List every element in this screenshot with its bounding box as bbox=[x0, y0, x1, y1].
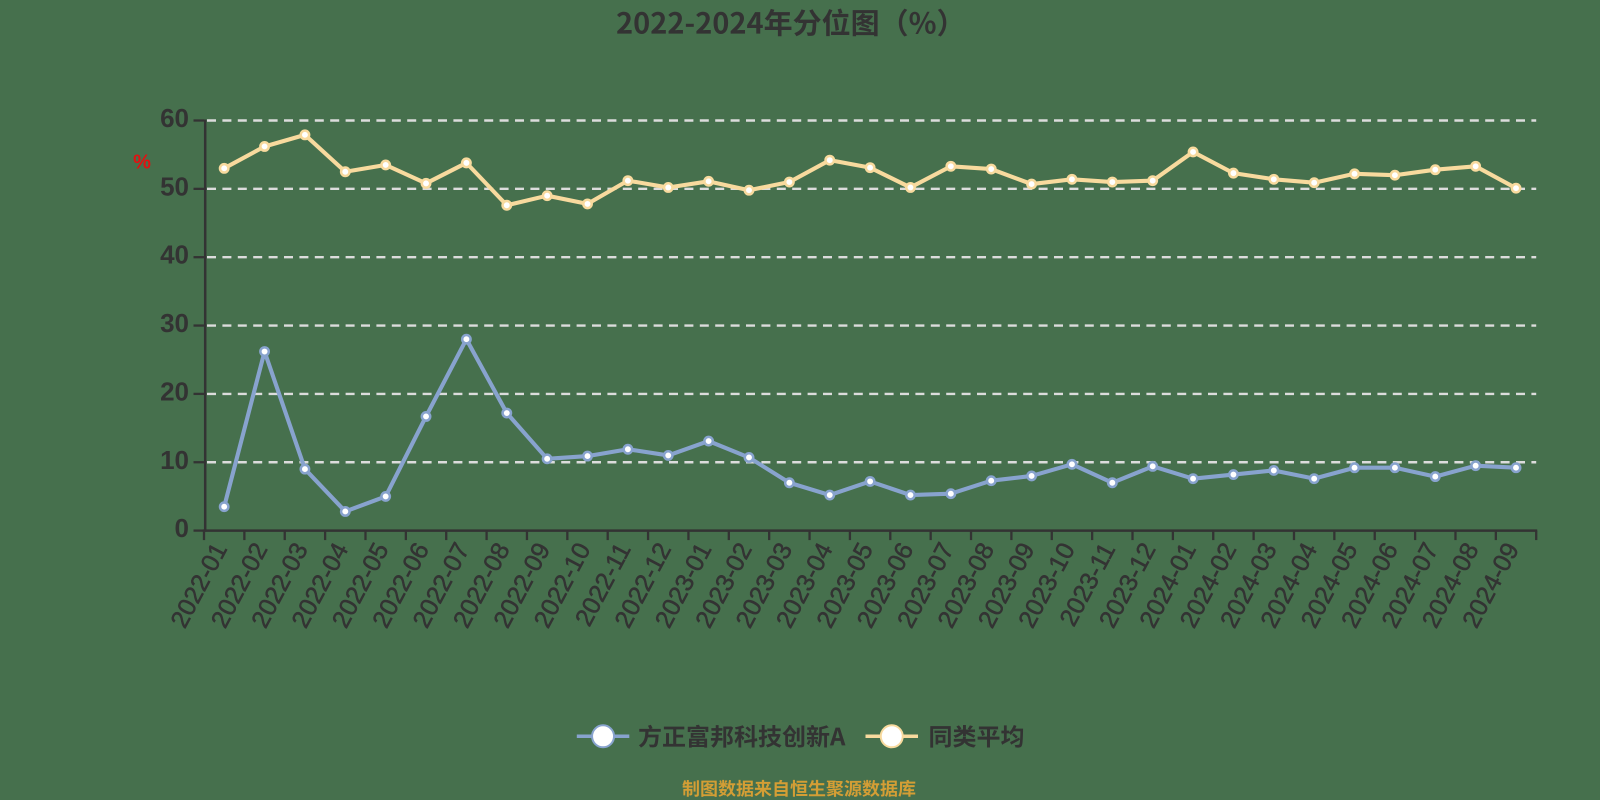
svg-text:40: 40 bbox=[160, 240, 189, 270]
svg-text:50: 50 bbox=[160, 171, 189, 201]
svg-text:60: 60 bbox=[160, 103, 189, 133]
svg-text:0: 0 bbox=[175, 513, 189, 543]
svg-text:20: 20 bbox=[160, 376, 189, 406]
svg-text:30: 30 bbox=[160, 308, 189, 338]
svg-text:%: % bbox=[133, 152, 151, 174]
svg-text:10: 10 bbox=[160, 445, 189, 475]
